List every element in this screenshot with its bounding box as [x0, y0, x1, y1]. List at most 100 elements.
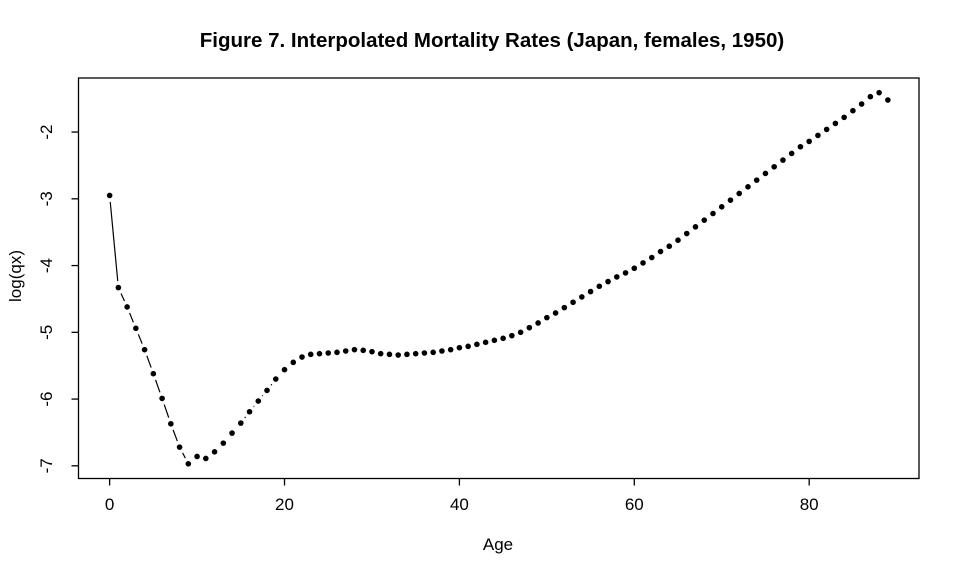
data-point	[648, 254, 655, 261]
y-axis-label: log(qx)	[6, 250, 25, 302]
data-point	[780, 157, 786, 163]
data-point	[133, 325, 139, 332]
data-point	[579, 294, 585, 300]
data-point	[596, 283, 603, 290]
data-point	[281, 366, 288, 373]
data-point	[753, 177, 760, 183]
data-point	[657, 248, 664, 255]
data-point	[797, 143, 804, 150]
data-point	[316, 350, 323, 357]
data-point	[106, 192, 113, 199]
data-point	[211, 449, 218, 455]
data-point	[377, 350, 384, 357]
data-point	[150, 370, 157, 377]
data-point	[613, 274, 620, 280]
data-point	[718, 204, 725, 210]
data-point	[885, 97, 891, 103]
x-tick-label: 20	[275, 495, 294, 514]
y-tick-label: -5	[37, 325, 56, 340]
connector-segment	[253, 405, 255, 408]
y-tick-label: -3	[37, 191, 56, 206]
data-point	[465, 343, 471, 350]
data-point	[535, 320, 541, 326]
data-point	[342, 348, 349, 354]
x-tick-label: 40	[450, 495, 469, 514]
data-point	[404, 351, 410, 358]
connector-segment	[137, 334, 143, 344]
series-points	[106, 89, 891, 467]
connector-segment	[244, 416, 247, 419]
data-point	[237, 420, 244, 426]
data-point	[841, 114, 847, 121]
series-connector-lines	[109, 201, 273, 459]
data-point	[220, 440, 227, 446]
data-point	[159, 395, 165, 402]
y-tick-label: -6	[37, 392, 56, 407]
chart-title: Figure 7. Interpolated Mortality Rates (…	[200, 29, 784, 52]
data-point	[412, 350, 419, 357]
data-point	[552, 310, 559, 316]
data-point	[876, 89, 882, 96]
data-point	[771, 163, 777, 170]
data-point	[745, 184, 751, 190]
y-tick-label: -2	[37, 125, 56, 140]
connector-segment	[182, 452, 186, 459]
data-point	[115, 284, 122, 291]
connector-segment	[154, 379, 161, 393]
data-point	[683, 230, 690, 237]
data-point	[168, 420, 174, 427]
data-point	[439, 348, 445, 354]
data-point	[823, 126, 830, 133]
data-point	[229, 430, 235, 436]
data-point	[806, 138, 812, 145]
data-point	[622, 270, 629, 276]
data-point	[430, 349, 436, 356]
data-point	[264, 387, 270, 394]
data-point	[570, 299, 576, 306]
data-point	[421, 350, 428, 356]
data-point	[194, 453, 200, 460]
data-point	[176, 444, 183, 450]
data-point	[141, 346, 148, 353]
data-point	[850, 107, 856, 114]
data-point	[762, 170, 769, 177]
data-point	[736, 190, 743, 197]
data-point	[500, 335, 506, 342]
connector-segment	[172, 429, 178, 442]
data-point	[325, 350, 332, 356]
data-point	[395, 352, 401, 358]
data-point	[701, 217, 708, 223]
data-point	[832, 120, 839, 127]
data-point	[456, 344, 463, 351]
data-point	[272, 376, 279, 382]
connector-segment	[109, 201, 119, 282]
plot-border	[77, 77, 920, 480]
data-point	[351, 346, 358, 353]
x-tick-label: 60	[625, 495, 644, 514]
data-point	[587, 288, 594, 295]
data-point	[867, 93, 874, 100]
data-point	[290, 359, 297, 366]
data-point	[334, 349, 340, 356]
data-point	[203, 455, 209, 462]
data-point	[666, 243, 673, 250]
x-tick-label: 0	[105, 495, 114, 514]
data-point	[246, 408, 253, 415]
data-point	[255, 398, 262, 404]
y-tick-label: -4	[37, 258, 56, 273]
data-point	[561, 304, 568, 311]
data-point	[605, 278, 611, 285]
data-point	[447, 346, 454, 353]
data-point	[482, 339, 489, 346]
data-point	[727, 197, 734, 203]
data-point	[299, 354, 305, 360]
connector-segment	[129, 312, 134, 323]
data-point	[858, 101, 865, 107]
x-tick-label: 80	[800, 495, 819, 514]
data-point	[360, 347, 367, 354]
data-point	[474, 341, 480, 348]
data-point	[675, 237, 681, 244]
data-point	[815, 132, 821, 139]
